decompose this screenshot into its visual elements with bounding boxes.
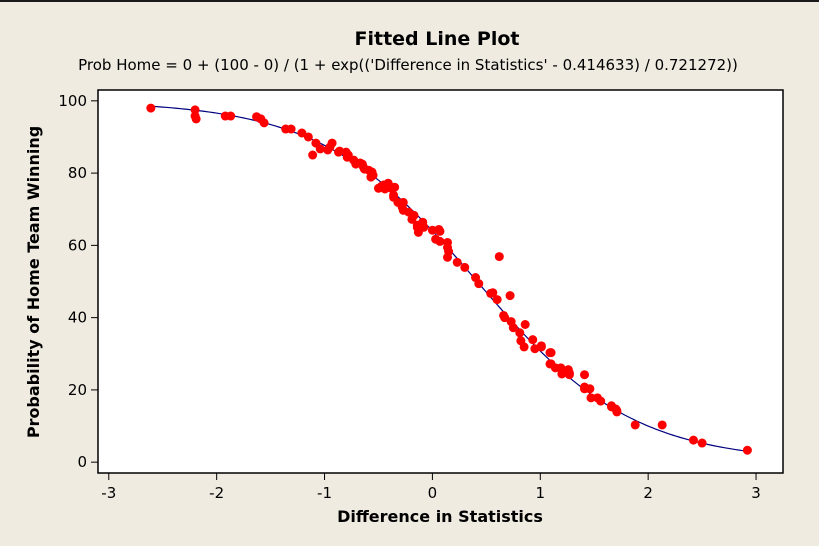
data-point [515,328,525,338]
data-point [297,128,307,138]
data-point [390,182,400,192]
data-point [596,396,606,406]
data-point [443,252,453,262]
data-point [520,319,530,329]
y-tick-label: 20 [68,381,87,399]
data-point [323,145,333,155]
data-point [460,262,470,272]
data-point [564,370,574,380]
data-point [505,291,515,301]
data-point [697,438,707,448]
x-axis: -3 -2 -1 0 1 2 3 [101,473,761,502]
y-axis-label: Probability of Home Team Winning [24,126,43,438]
data-points [146,103,752,455]
y-tick-label: 80 [68,164,87,182]
y-tick-label: 0 [77,453,87,471]
data-point [315,144,325,154]
data-point [586,393,596,403]
data-point [452,257,462,267]
data-point [259,118,269,128]
data-point [308,150,318,160]
y-axis: 0 20 40 60 80 100 [58,92,98,471]
data-point [286,124,296,134]
data-point [435,236,445,246]
data-point [546,348,556,358]
data-point [612,406,622,416]
x-tick-label: 1 [536,484,546,502]
data-point [508,323,518,333]
data-point [419,222,429,232]
y-tick-label: 60 [68,236,87,254]
x-tick-label: 2 [643,484,653,502]
x-tick-label: -3 [101,484,116,502]
data-point [226,111,236,121]
x-tick-label: -2 [209,484,224,502]
data-point [327,138,337,148]
data-point [519,342,529,352]
data-point [528,335,538,345]
data-point [500,313,510,323]
x-tick-label: 3 [751,484,761,502]
data-point [368,170,378,180]
data-point [742,445,752,455]
data-point [580,370,590,380]
chart-subtitle-equation: Prob Home = 0 + (100 - 0) / (1 + exp(('D… [78,56,738,74]
data-point [474,279,484,289]
data-point [657,420,667,430]
y-tick-label: 40 [68,309,87,327]
data-point [146,103,156,113]
data-point [494,252,504,262]
data-point [688,435,698,445]
x-tick-label: -1 [317,484,332,502]
data-point [492,295,502,305]
data-point [488,288,498,298]
data-point [409,210,419,220]
x-tick-label: 0 [428,484,438,502]
plot-area [97,89,784,474]
chart-title: Fitted Line Plot [355,28,520,50]
data-point [630,420,640,430]
y-tick-label: 100 [58,92,87,110]
data-point [303,132,313,142]
data-point [191,114,201,124]
data-point [398,197,408,207]
data-point [435,226,445,236]
data-point [585,384,595,394]
x-axis-label: Difference in Statistics [337,507,543,526]
data-point [536,341,546,351]
